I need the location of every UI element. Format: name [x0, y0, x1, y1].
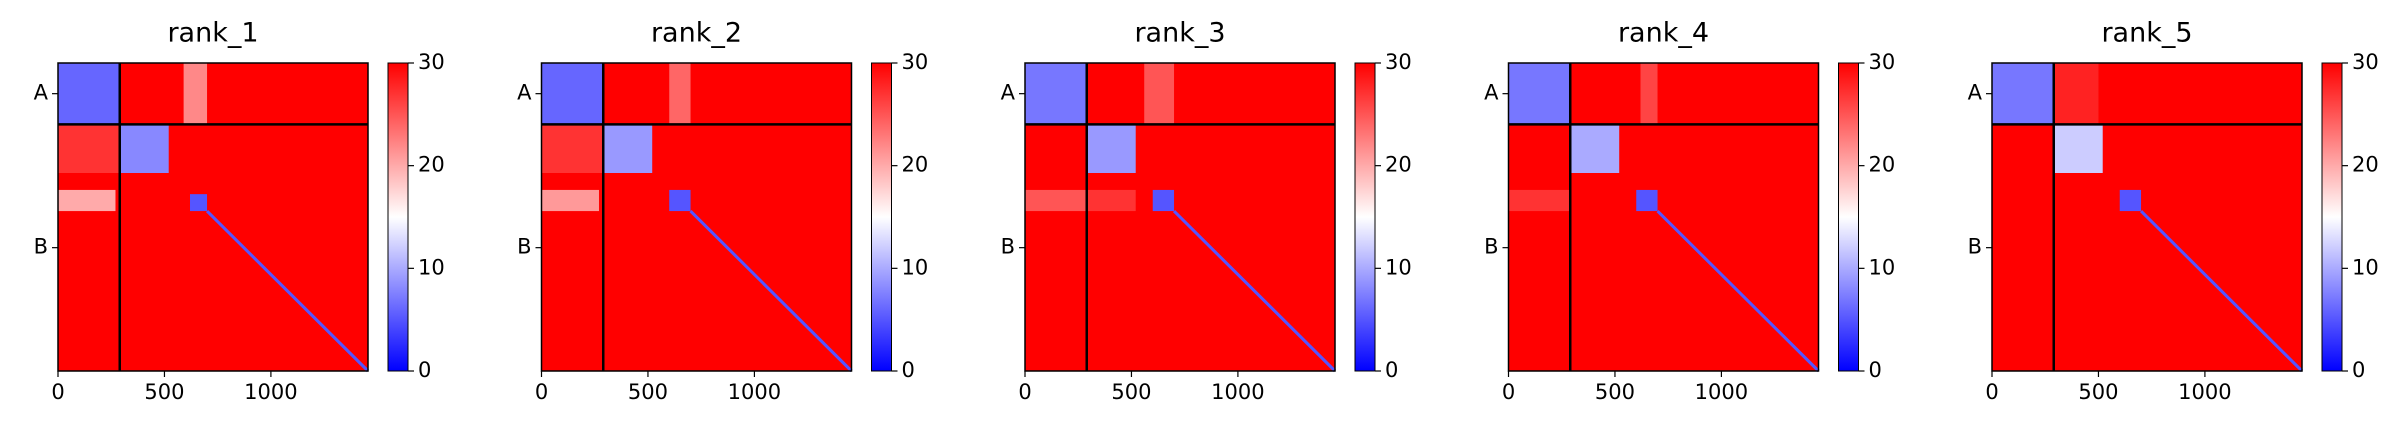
colorbar [1354, 62, 1376, 372]
colorbar-tick-label: 30 [1385, 50, 1412, 74]
heatmap-block [1152, 189, 1175, 212]
chart-title: rank_1 [167, 18, 258, 49]
colorbar-tick-label: 0 [1869, 358, 1882, 382]
colorbar-tick-label: 0 [2352, 358, 2365, 382]
chart-title: rank_4 [1618, 18, 1709, 49]
heatmap-block [541, 189, 599, 212]
heatmap-block [1992, 63, 2054, 125]
heatmap-block [1025, 63, 1087, 125]
chart-title: rank_2 [651, 18, 742, 49]
diagonal-band [1172, 210, 1337, 373]
heatmap-block [669, 63, 691, 125]
colorbar-tick-label: 20 [418, 153, 445, 177]
heatmap-block [603, 124, 653, 173]
heatmap-block [2053, 124, 2103, 173]
colorbar-tick-label: 30 [1869, 50, 1896, 74]
y-tick-label: A [34, 81, 49, 105]
plot-frame [540, 62, 853, 372]
colorbar [2321, 62, 2343, 372]
diagonal-band [2139, 210, 2304, 373]
colorbar-tick-label: 30 [902, 50, 929, 74]
x-tick-label: 0 [51, 380, 64, 404]
plot-frame [57, 62, 369, 372]
heatmap-block [1086, 189, 1136, 212]
x-tick-label: 500 [1595, 380, 1635, 404]
colorbar-tick-label: 20 [1385, 153, 1412, 177]
heatmap-block [1025, 189, 1087, 212]
x-tick-label: 500 [144, 380, 184, 404]
heatmap-block [541, 124, 604, 173]
heatmap-block [190, 194, 208, 212]
y-tick-label: A [1484, 81, 1499, 105]
colorbar [1838, 62, 1859, 372]
heatmap-block [1640, 63, 1658, 125]
colorbar-tick-label: 0 [902, 358, 915, 382]
colorbar-tick-label: 10 [1869, 255, 1896, 279]
heatmap-block [58, 63, 120, 125]
x-tick-label: 1000 [1211, 380, 1264, 404]
y-tick-label: B [1001, 235, 1015, 259]
heatmap-block [1086, 124, 1136, 173]
heatmap-block [1570, 124, 1620, 173]
x-tick-label: 500 [1111, 380, 1151, 404]
plot-frame [1024, 62, 1336, 372]
y-tick-label: B [1484, 235, 1498, 259]
x-tick-label: 1000 [2178, 380, 2231, 404]
colorbar-tick-label: 10 [1385, 255, 1412, 279]
heatmap-block [183, 63, 208, 125]
colorbar-tick-label: 20 [902, 153, 929, 177]
colorbar-tick-label: 10 [2352, 255, 2379, 279]
heatmap-block [1508, 189, 1571, 212]
diagonal-band [1656, 210, 1820, 373]
x-tick-label: 1000 [1695, 380, 1748, 404]
chart-title: rank_5 [2101, 18, 2192, 49]
y-tick-label: A [517, 81, 532, 105]
chart-title: rank_3 [1134, 18, 1225, 49]
y-tick-label: A [1968, 81, 1983, 105]
heatmap-block [1508, 63, 1571, 125]
x-tick-label: 0 [1018, 380, 1031, 404]
colorbar-tick-label: 10 [418, 255, 445, 279]
plot-frame [1991, 62, 2303, 372]
y-tick-label: B [34, 235, 48, 259]
colorbar-tick-label: 30 [2352, 50, 2379, 74]
diagonal-band [205, 210, 370, 373]
y-tick-label: A [1001, 81, 1016, 105]
heatmap-block [1144, 63, 1175, 125]
x-tick-label: 0 [1985, 380, 1998, 404]
x-tick-label: 0 [535, 380, 548, 404]
colorbar [871, 62, 892, 372]
heatmap-block [2053, 63, 2099, 125]
colorbar-tick-label: 10 [902, 255, 929, 279]
heatmap-block [1636, 189, 1658, 212]
heatmap-block [119, 124, 169, 173]
colorbar [387, 62, 409, 372]
y-tick-label: B [517, 235, 531, 259]
diagonal-band [689, 210, 853, 373]
x-tick-label: 1000 [244, 380, 297, 404]
heatmap-block [669, 189, 691, 212]
colorbar-tick-label: 30 [418, 50, 445, 74]
x-tick-label: 1000 [728, 380, 781, 404]
x-tick-label: 0 [1502, 380, 1515, 404]
colorbar-tick-label: 20 [1869, 153, 1896, 177]
plot-frame [1507, 62, 1820, 372]
x-tick-label: 500 [628, 380, 668, 404]
heatmap-block [58, 189, 116, 212]
colorbar-tick-label: 20 [2352, 153, 2379, 177]
colorbar-tick-label: 0 [1385, 358, 1398, 382]
x-tick-label: 500 [2078, 380, 2118, 404]
heatmap-block [541, 63, 604, 125]
colorbar-tick-label: 0 [418, 358, 431, 382]
heatmap-block [2119, 189, 2142, 212]
heatmap-block [58, 124, 120, 173]
y-tick-label: B [1968, 235, 1982, 259]
